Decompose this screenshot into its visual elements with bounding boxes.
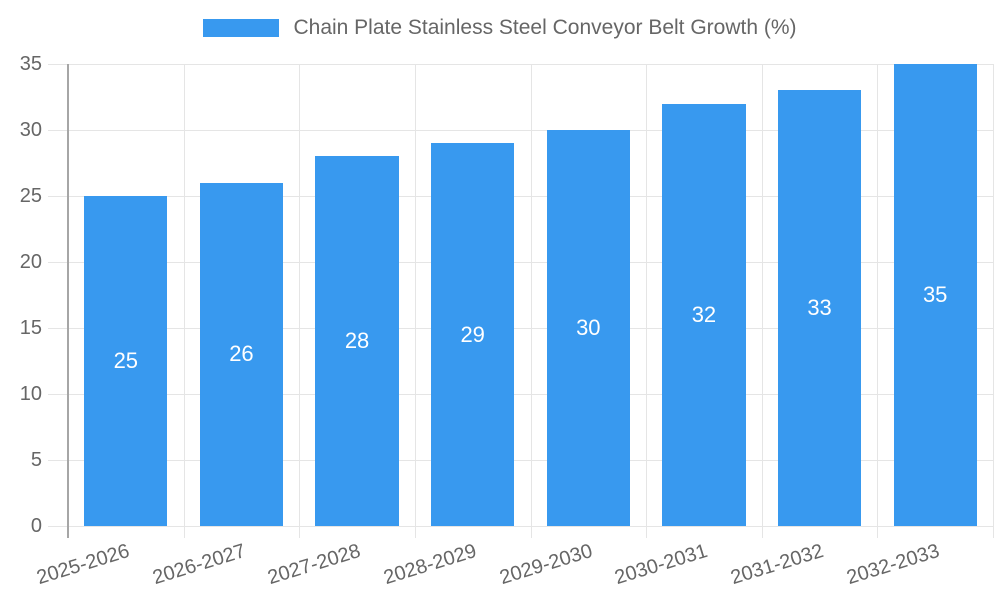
x-tick-label: 2031-2032 [728, 540, 826, 590]
x-gridline [299, 64, 301, 538]
y-tick-label: 5 [30, 449, 42, 471]
bar-value-label: 35 [922, 282, 948, 307]
y-gridline [48, 526, 993, 527]
bar-value-label: 26 [229, 341, 254, 367]
y-tick-label: 10 [19, 383, 42, 405]
bar-value-label: 29 [460, 321, 485, 347]
y-gridline [48, 394, 993, 395]
x-gridline [761, 64, 763, 538]
x-tick-label: 2025-2026 [34, 540, 133, 590]
y-tick-label: 15 [19, 317, 42, 339]
y-gridline [48, 460, 993, 461]
x-tick-label: 2030-2031 [612, 540, 711, 590]
x-gridline [993, 64, 994, 538]
x-gridline [877, 64, 879, 538]
y-gridline [48, 328, 993, 329]
x-tick-label: 2028-2029 [381, 540, 480, 590]
y-tick-label: 30 [19, 119, 42, 141]
bar: 29 [431, 143, 515, 526]
y-gridline [48, 262, 993, 263]
y-tick-label: 0 [30, 515, 42, 537]
bar: 35 [893, 64, 977, 526]
x-tick-label: 2029-2030 [496, 540, 595, 590]
x-tick-label: 2026-2027 [149, 540, 248, 590]
bar-value-label: 30 [576, 315, 601, 340]
y-tick-label: 25 [19, 185, 42, 207]
bar: 25 [84, 196, 168, 526]
y-tick-label: 20 [19, 251, 42, 273]
x-gridline [414, 64, 416, 538]
x-gridline [183, 64, 185, 538]
legend-swatch [203, 19, 280, 37]
legend[interactable]: Chain Plate Stainless Steel Conveyor Bel… [0, 16, 1000, 40]
x-tick-label: 2027-2028 [265, 540, 364, 590]
y-gridline [48, 130, 993, 131]
bar: 28 [315, 156, 399, 526]
bar-value-label: 32 [691, 301, 717, 327]
x-gridline [530, 64, 532, 538]
bar: 30 [546, 130, 630, 526]
y-axis-line [67, 64, 69, 538]
y-tick-label: 35 [19, 53, 42, 75]
bar: 33 [777, 90, 862, 526]
bar-value-label: 33 [807, 295, 832, 321]
bar-value-label: 28 [344, 328, 370, 354]
y-gridline [48, 64, 993, 65]
bar: 32 [662, 103, 746, 526]
bar: 26 [199, 182, 284, 526]
legend-label: Chain Plate Stainless Steel Conveyor Bel… [293, 16, 797, 39]
bar-value-label: 25 [113, 348, 139, 373]
x-tick-label: 2032-2033 [843, 540, 942, 590]
x-gridline [646, 64, 648, 538]
y-gridline [48, 196, 993, 197]
